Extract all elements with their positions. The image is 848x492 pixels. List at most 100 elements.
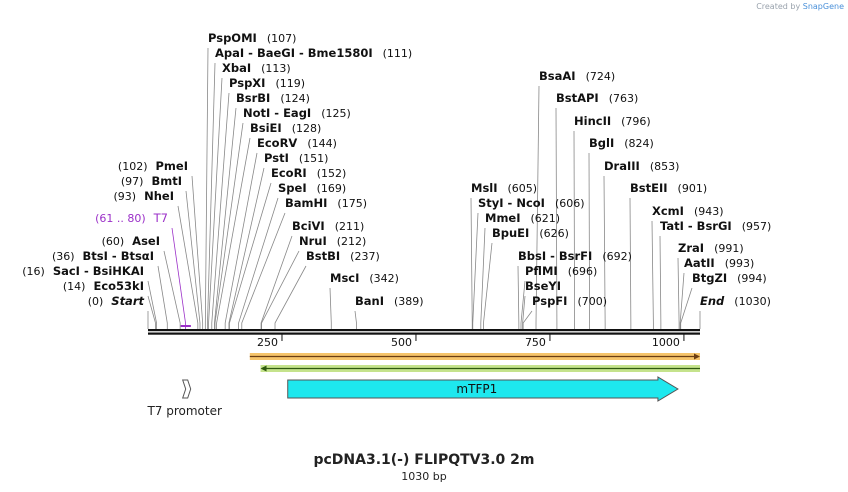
site-label: (14) Eco53kI xyxy=(63,279,144,293)
site-name: BanI xyxy=(355,294,384,308)
backbone-bottom-strand xyxy=(148,332,700,335)
site-label: BsiEI (128) xyxy=(250,121,321,135)
site-leader-line xyxy=(274,265,307,329)
site-name: PspFI xyxy=(532,294,567,308)
site-position: (606) xyxy=(555,197,585,210)
site-label: End (1030) xyxy=(700,294,771,308)
site-label: MscI (342) xyxy=(330,271,399,285)
site-position: (700) xyxy=(577,295,607,308)
site-label: (36) BtsI - BtsαI xyxy=(52,249,154,263)
site-leader-line xyxy=(472,212,479,329)
site-position: (128) xyxy=(292,122,322,135)
site-leader-line xyxy=(480,227,486,329)
site-position: (901) xyxy=(678,182,708,195)
site-leader-line xyxy=(157,265,168,329)
site-label: BglI (824) xyxy=(589,136,654,150)
site-name: DraIII xyxy=(604,159,640,173)
site-name: MslI xyxy=(471,181,498,195)
site-position: (124) xyxy=(280,92,310,105)
t7-promoter-label: T7 promoter xyxy=(146,404,222,418)
site-name: EcoRI xyxy=(271,166,307,180)
credit-prefix: Created by xyxy=(756,2,801,11)
site-name: PflMI xyxy=(525,264,558,278)
site-name: BsaAI xyxy=(539,69,576,83)
site-label: EcoRI (152) xyxy=(271,166,346,180)
site-name: End xyxy=(700,294,725,308)
site-leader-line xyxy=(483,242,493,329)
site-label: BstEII (901) xyxy=(630,181,707,195)
site-name: BsiEI xyxy=(250,121,282,135)
site-name: AatII xyxy=(684,256,715,270)
site-name: Start xyxy=(111,294,144,308)
site-label: BseYI xyxy=(525,279,561,293)
site-position: (957) xyxy=(742,220,772,233)
site-position: (824) xyxy=(624,137,654,150)
site-leader-line xyxy=(214,107,237,329)
site-label: HincII (796) xyxy=(574,114,651,128)
site-label: ApaI - BaeGI - Bme1580I (111) xyxy=(215,46,412,60)
site-name: BtgZI xyxy=(692,271,727,285)
site-label: PflMI (696) xyxy=(525,264,597,278)
site-position: (237) xyxy=(350,250,380,263)
site-position: (175) xyxy=(337,197,367,210)
site-labels: (0) Start (14) Eco53kI (16) SacI - BsiHKAI(36… xyxy=(22,31,771,308)
site-leader-line xyxy=(211,92,230,329)
site-name: StyI - NcoI xyxy=(478,196,545,210)
site-position: (119) xyxy=(275,77,305,90)
site-leader-line xyxy=(191,175,204,329)
site-position: (14) xyxy=(63,280,86,293)
site-name: BstAPI xyxy=(556,91,599,105)
site-label: (97) BmtI xyxy=(121,174,182,188)
site-name: T7 xyxy=(153,211,168,225)
site-label: BpuEI (626) xyxy=(492,226,569,240)
site-position: (151) xyxy=(299,152,329,165)
site-name: BseYI xyxy=(525,279,561,293)
site-label: BanI (389) xyxy=(355,294,424,308)
site-leader-line xyxy=(354,310,357,329)
site-leader-line xyxy=(171,227,186,329)
site-leader-line xyxy=(522,310,533,329)
site-position: (692) xyxy=(602,250,632,263)
tick-marks: 250 500 750 1000 xyxy=(257,334,685,349)
site-leader-line xyxy=(147,295,156,329)
site-label: MmeI (621) xyxy=(485,211,560,225)
site-leader-line xyxy=(520,280,526,329)
site-name: XbaI xyxy=(222,61,251,75)
tick-label: 500 xyxy=(391,336,412,349)
site-position: (211) xyxy=(335,220,365,233)
site-name: MmeI xyxy=(485,211,521,225)
site-position: (61 .. 80) xyxy=(95,212,146,225)
site-position: (853) xyxy=(650,160,680,173)
site-name: BciVI xyxy=(292,219,325,233)
site-position: (60) xyxy=(102,235,125,248)
site-lines xyxy=(147,47,701,329)
site-name: NruI xyxy=(299,234,327,248)
t7-promoter-arrow xyxy=(181,379,192,399)
green-band-arrow xyxy=(260,365,267,372)
site-position: (342) xyxy=(369,272,399,285)
site-label: (102) PmeI xyxy=(118,159,188,173)
site-name: BamHI xyxy=(285,196,327,210)
site-leader-line xyxy=(522,295,526,329)
site-label: (60) AseI xyxy=(102,234,160,248)
site-leader-line xyxy=(555,107,558,329)
site-leader-line xyxy=(185,190,201,329)
site-leader-line xyxy=(241,212,286,329)
site-label: MslI (605) xyxy=(471,181,537,195)
site-position: (93) xyxy=(114,190,137,203)
site-position: (144) xyxy=(307,137,337,150)
site-position: (696) xyxy=(568,265,598,278)
site-position: (102) xyxy=(118,160,148,173)
feature-bands xyxy=(249,353,700,372)
site-label: DraIII (853) xyxy=(604,159,679,173)
map-title: pcDNA3.1(-) FLIPQTV3.0 2m xyxy=(313,452,535,468)
tick-label: 1000 xyxy=(652,336,680,349)
site-name: BmtI xyxy=(151,174,182,188)
site-leader-line xyxy=(659,235,662,329)
backbone xyxy=(148,325,700,335)
site-name: BtsI - BtsαI xyxy=(83,249,154,263)
site-name: BbsI - BsrFI xyxy=(518,249,592,263)
site-name: Eco53kI xyxy=(93,279,144,293)
site-leader-line xyxy=(680,287,693,329)
